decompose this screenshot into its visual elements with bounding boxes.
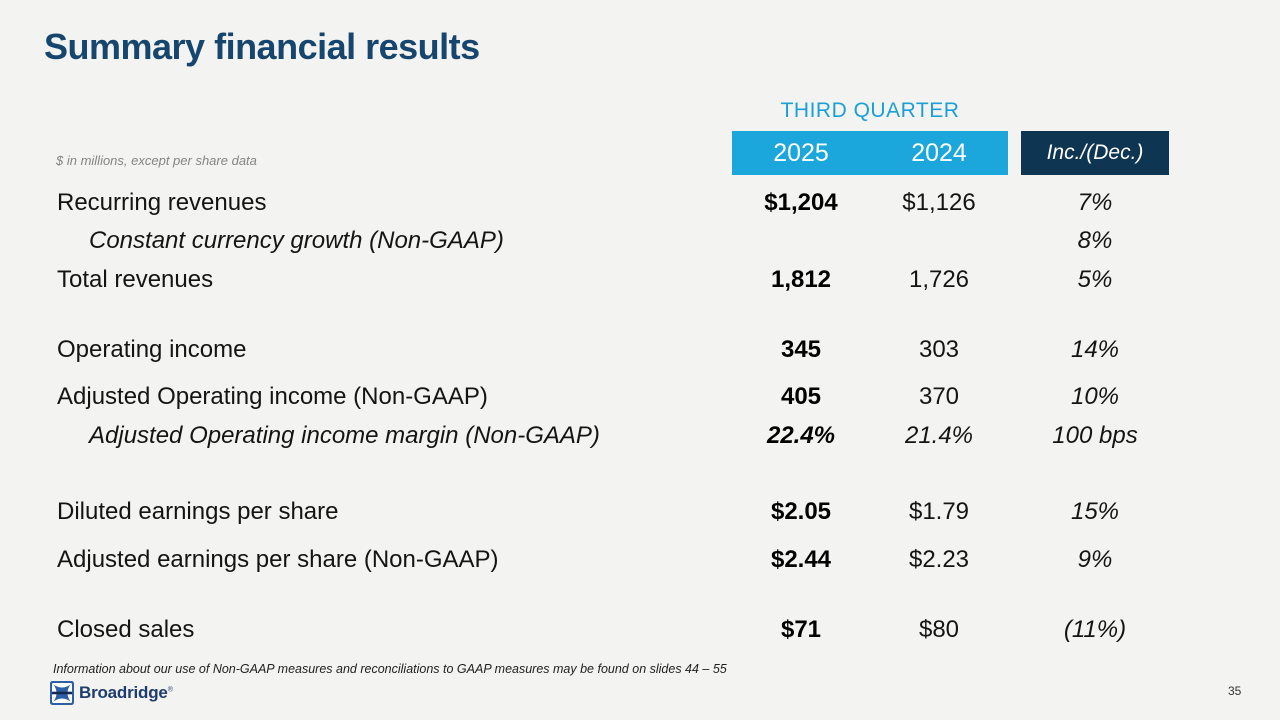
row-label: Closed sales [57, 616, 195, 643]
value-2024: 21.4% [904, 422, 974, 449]
value-2024: 303 [918, 336, 960, 363]
registered-mark: ® [167, 686, 173, 694]
value-2025: $2.05 [770, 498, 832, 525]
table-rows: Recurring revenues $1,204 $1,126 7% Constant… [57, 0, 1169, 720]
row-label: Recurring revenues [57, 189, 267, 216]
row-label: Diluted earnings per share [57, 498, 339, 525]
value-change: 100 bps [1052, 422, 1138, 449]
value-change: 7% [1077, 189, 1113, 216]
page-number: 35 [1228, 684, 1242, 698]
value-2025: 405 [780, 383, 822, 410]
value-2025: 22.4% [766, 422, 836, 449]
value-2025: 1,812 [770, 266, 832, 293]
value-2024: $2.23 [908, 546, 970, 573]
value-change: 10% [1070, 383, 1120, 410]
table-row: Recurring revenues $1,204 $1,126 7% [57, 184, 1169, 222]
value-change: 9% [1077, 546, 1113, 573]
table-row: Diluted earnings per share $2.05 $1.79 15% [57, 493, 1169, 531]
broadridge-logo-icon [50, 681, 74, 705]
table-row: Closed sales $71 $80 (11%) [57, 611, 1169, 649]
table-row: Adjusted Operating income (Non-GAAP) 405 3… [57, 378, 1169, 416]
non-gaap-footnote: Information about our use of Non-GAAP me… [53, 662, 727, 676]
value-change: 14% [1070, 336, 1120, 363]
column-header-change: Inc./(Dec.) [1021, 131, 1169, 175]
table-row: Adjusted earnings per share (Non-GAAP) $2… [57, 541, 1169, 579]
broadridge-logo-text: Broadridge® [79, 683, 173, 702]
column-header-2025: 2025 [773, 139, 829, 167]
table-row: Total revenues 1,812 1,726 5% [57, 261, 1169, 299]
column-header-2024: 2024 [911, 139, 967, 167]
value-2024: $1.79 [908, 498, 970, 525]
value-2024: $1,126 [902, 189, 976, 216]
row-label: Adjusted Operating income margin (Non-GA… [89, 422, 600, 449]
table-row: Constant currency growth (Non-GAAP) 8% [57, 222, 1169, 260]
value-2025: $2.44 [770, 546, 832, 573]
quarter-heading: THIRD QUARTER [780, 99, 960, 122]
row-label: Constant currency growth (Non-GAAP) [89, 227, 504, 254]
year-header-band: 2025 2024 [732, 131, 1008, 175]
value-2024: 370 [918, 383, 960, 410]
value-change: 15% [1070, 498, 1120, 525]
page-title: Summary financial results [44, 26, 480, 67]
value-2025: $1,204 [764, 189, 838, 216]
row-label: Adjusted earnings per share (Non-GAAP) [57, 546, 499, 573]
broadridge-logo: Broadridge® [50, 681, 173, 705]
value-2024: 1,726 [908, 266, 970, 293]
row-label: Total revenues [57, 266, 214, 293]
row-label: Operating income [57, 336, 247, 363]
units-note: $ in millions, except per share data [56, 153, 257, 168]
value-change: (11%) [1063, 616, 1127, 643]
table-row: Adjusted Operating income margin (Non-GA… [57, 417, 1169, 455]
value-2025: 345 [780, 336, 822, 363]
value-2024: $80 [918, 616, 960, 643]
value-change: 8% [1077, 227, 1113, 254]
table-row: Operating income 345 303 14% [57, 331, 1169, 369]
row-label: Adjusted Operating income (Non-GAAP) [57, 383, 488, 410]
value-2025: $71 [780, 616, 822, 643]
value-change: 5% [1077, 266, 1113, 293]
